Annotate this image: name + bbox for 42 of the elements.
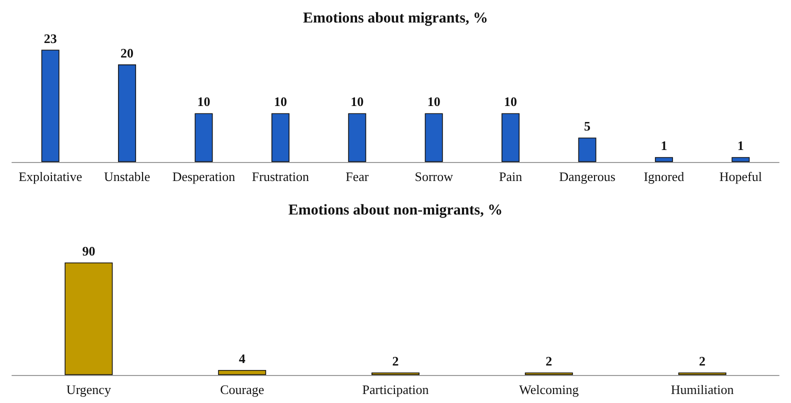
data-label: 10 [504, 94, 518, 110]
data-label: 20 [120, 45, 134, 60]
data-label: 1 [737, 138, 744, 154]
x-tick-label: Welcoming [519, 382, 580, 397]
bar [41, 50, 60, 162]
x-tick-label: Urgency [66, 382, 112, 397]
x-tick-label: Humiliation [670, 382, 734, 397]
data-label: 4 [238, 351, 246, 366]
x-tick-label: Fear [346, 169, 370, 184]
data-label: 10 [197, 94, 210, 110]
data-label: 2 [699, 354, 706, 368]
bar [271, 113, 290, 162]
x-tick-label: Dangerous [559, 169, 616, 184]
x-tick-label: Courage [220, 382, 264, 397]
bar [578, 138, 596, 162]
bar [118, 64, 136, 162]
data-label: 2 [392, 354, 399, 368]
bar [194, 113, 213, 162]
x-tick-label: Frustration [252, 169, 310, 184]
data-label: 1 [660, 138, 668, 154]
data-label: 90 [82, 244, 96, 258]
x-tick-label: Exploitative [18, 169, 82, 184]
x-tick-label: Hopeful [719, 169, 762, 184]
x-tick-label: Desperation [172, 169, 236, 184]
data-label: 10 [350, 94, 364, 110]
data-label: 10 [427, 94, 440, 110]
x-tick-label: Unstable [104, 169, 150, 184]
bar [654, 157, 673, 162]
x-tick-label: Pain [498, 169, 523, 184]
data-label: 2 [546, 354, 552, 368]
bar [348, 113, 366, 162]
x-tick-label: Participation [362, 382, 430, 397]
data-label: 5 [584, 118, 591, 134]
bar [502, 113, 520, 162]
data-label: 10 [274, 94, 287, 110]
chart-title: Emotions about non-migrants, % [288, 202, 503, 218]
chart-title: Emotions about migrants, % [302, 10, 488, 26]
x-tick-label: Sorrow [414, 169, 454, 184]
bar [732, 157, 750, 162]
bar [424, 113, 443, 162]
x-tick-label: Ignored [644, 169, 685, 184]
data-label: 23 [44, 30, 58, 46]
